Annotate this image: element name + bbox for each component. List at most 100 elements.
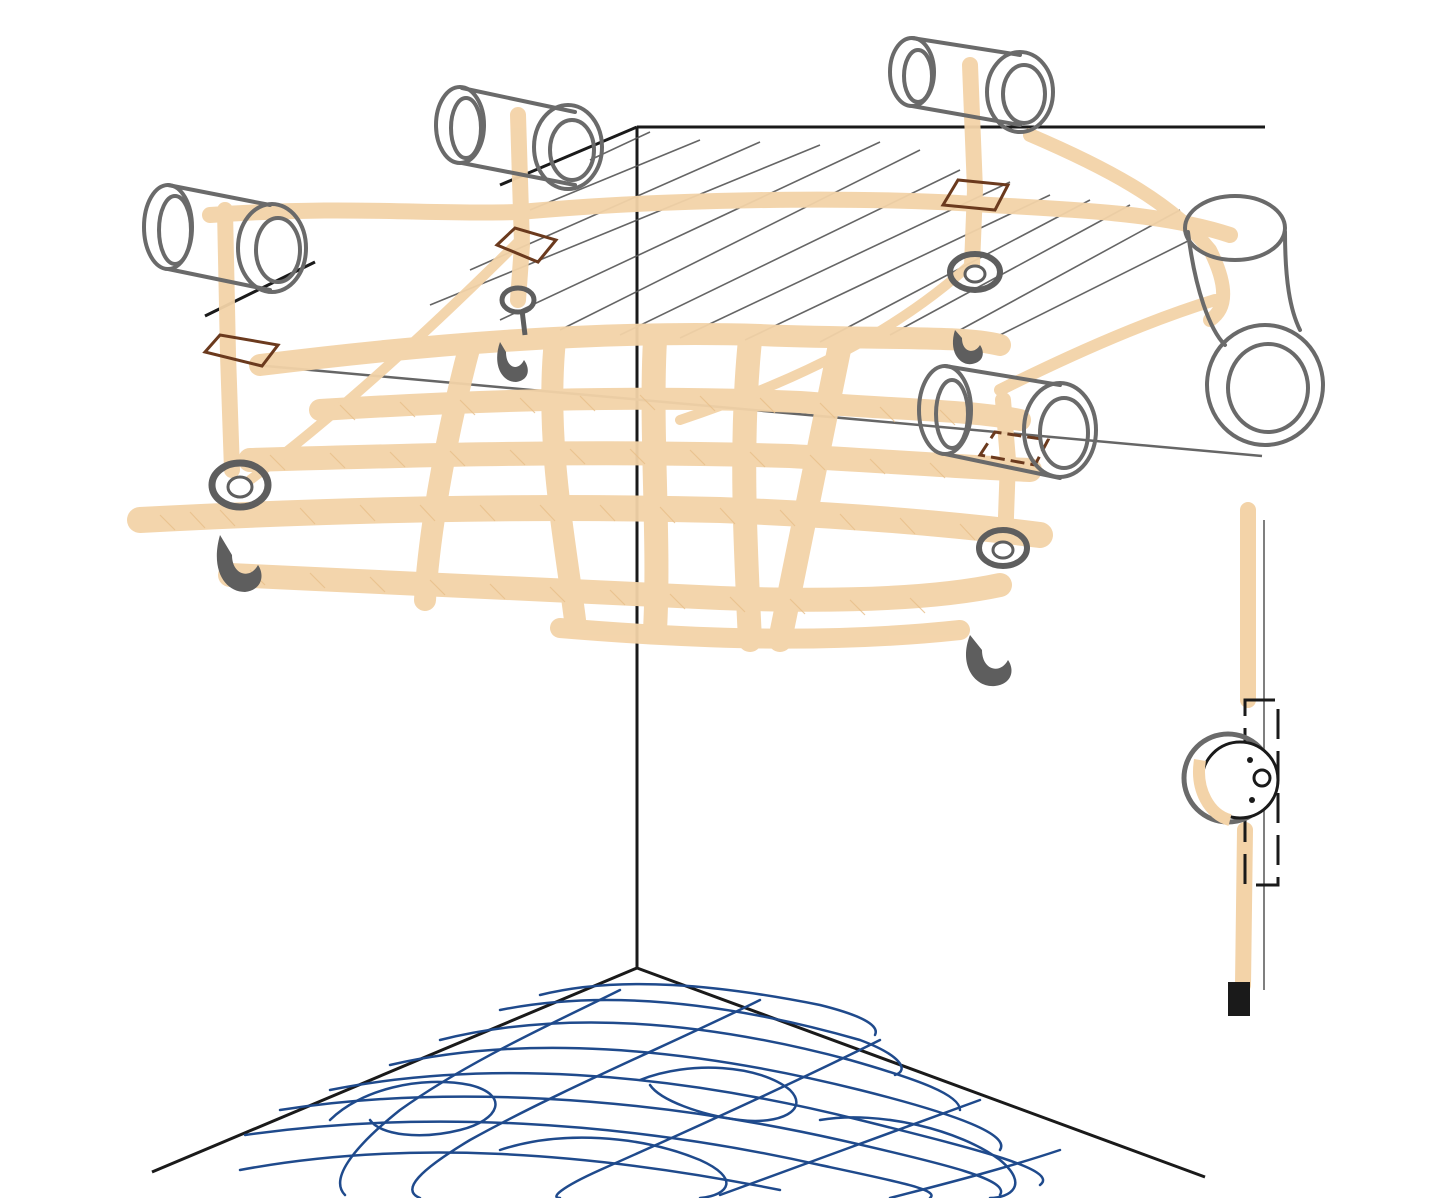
floor-mat-scribble <box>238 982 1062 1198</box>
shackle-ring <box>208 459 272 511</box>
net-row <box>249 323 1011 376</box>
pipe-end-right-inner <box>1038 396 1090 470</box>
shade-line <box>889 204 1131 336</box>
elbow-bottom-end <box>1205 323 1325 447</box>
buckle-back-left <box>494 226 559 264</box>
scribble <box>718 1098 982 1197</box>
strap-diagonal-left <box>245 230 530 485</box>
hatch <box>269 448 946 479</box>
scribble <box>238 1151 782 1192</box>
hatch <box>159 504 976 541</box>
strap-front-right <box>995 392 1016 553</box>
hook-curve <box>216 535 262 592</box>
buckle-front-right <box>977 430 1051 467</box>
wall-corner-lines <box>151 125 1265 1179</box>
shackle-ring-inner <box>226 475 254 499</box>
shackle-ring-inner <box>991 540 1015 560</box>
pulley-bracket <box>1243 698 1280 887</box>
pipe-end-right-inner <box>548 118 596 182</box>
scribble <box>328 1080 497 1137</box>
shade-line <box>559 149 921 331</box>
pipe-body <box>910 36 1022 127</box>
net-column <box>732 328 762 652</box>
net-column <box>541 329 586 631</box>
net-row <box>127 495 1053 548</box>
pipe-end-left-inner <box>449 96 483 160</box>
pipe-end-left-inner <box>157 194 193 266</box>
pulley-bolt <box>1247 757 1253 763</box>
net-column <box>641 328 669 642</box>
cargo-net <box>127 57 1238 652</box>
buckle-back-right <box>940 178 1011 212</box>
rope-end-clamp <box>1228 982 1250 1016</box>
scribble <box>498 998 903 1077</box>
shackle-ring-inner <box>963 264 987 284</box>
pulley-axle <box>1252 768 1272 788</box>
shade-line <box>499 141 881 321</box>
shade-line <box>429 144 821 306</box>
strap-buckles <box>202 178 1051 467</box>
shade-line <box>819 199 1091 343</box>
pipe-body <box>943 364 1062 480</box>
scribble <box>538 982 877 1037</box>
pipe-anchor-front-right <box>917 364 1098 480</box>
shade-line <box>744 194 1051 341</box>
scribble <box>338 988 622 1197</box>
hook-front-left <box>208 459 272 592</box>
scribble <box>438 1021 962 1112</box>
strap-back-right <box>962 57 983 273</box>
scribble <box>818 1116 1017 1198</box>
shackle-ring <box>976 527 1030 569</box>
scribble <box>638 1066 798 1123</box>
scribble <box>888 1148 1062 1198</box>
net-row <box>218 563 1012 612</box>
shackle-ring <box>499 285 537 315</box>
pipe-end-right <box>985 50 1055 134</box>
pulley-bolt <box>1249 797 1255 803</box>
shade-line <box>999 239 1191 336</box>
pulley-rope-over-wheel <box>1193 759 1233 826</box>
net-right-rope <box>1023 128 1231 327</box>
rope-hatching <box>159 394 976 616</box>
elbow-top-end <box>1183 194 1287 262</box>
pipe-end-left-inner <box>934 378 970 450</box>
hook-front-right <box>966 527 1030 687</box>
pipe-end-right <box>236 202 308 294</box>
pipe-end-right <box>532 103 604 191</box>
shackle-ring <box>947 251 1003 293</box>
pipe-end-right-inner <box>254 216 302 284</box>
scribble <box>411 998 762 1198</box>
strap-front-left <box>217 202 240 478</box>
pipe-anchor-front-left <box>142 183 308 294</box>
net-row <box>309 387 1031 431</box>
shade-line <box>959 209 1181 331</box>
hatch <box>339 394 956 426</box>
wall-pulley-cleat <box>1181 502 1280 1016</box>
elbow-bottom-end-inner <box>1226 342 1310 434</box>
net-column <box>414 334 481 611</box>
pipe-end-right-inner <box>1001 63 1047 125</box>
scribble <box>388 1046 1003 1152</box>
buckle-front-left <box>202 333 281 368</box>
strap-diagonal-right <box>675 255 980 425</box>
floor-left-edge <box>151 966 638 1174</box>
hook-curve <box>966 635 1012 687</box>
shade-line <box>529 139 701 211</box>
pipe-anchor-back-left <box>434 85 604 191</box>
net-rope-to-elbow <box>994 294 1221 396</box>
scribble <box>498 1136 728 1198</box>
elbow-body <box>1186 230 1302 347</box>
hook-curve <box>952 330 983 365</box>
net-top-rope <box>202 191 1238 243</box>
pipe-end-right <box>1022 381 1098 479</box>
hook-back-right <box>947 251 1003 365</box>
shackle-shank <box>519 309 528 336</box>
pipe-anchor-back-right <box>888 36 1055 134</box>
pipe-anchor-right-elbow <box>1183 194 1325 447</box>
strap-back-left <box>510 107 530 308</box>
net-column <box>768 333 852 652</box>
floor-right-edge <box>636 966 1206 1179</box>
pipe-end-left-inner <box>902 48 934 104</box>
net-row <box>238 441 1042 482</box>
